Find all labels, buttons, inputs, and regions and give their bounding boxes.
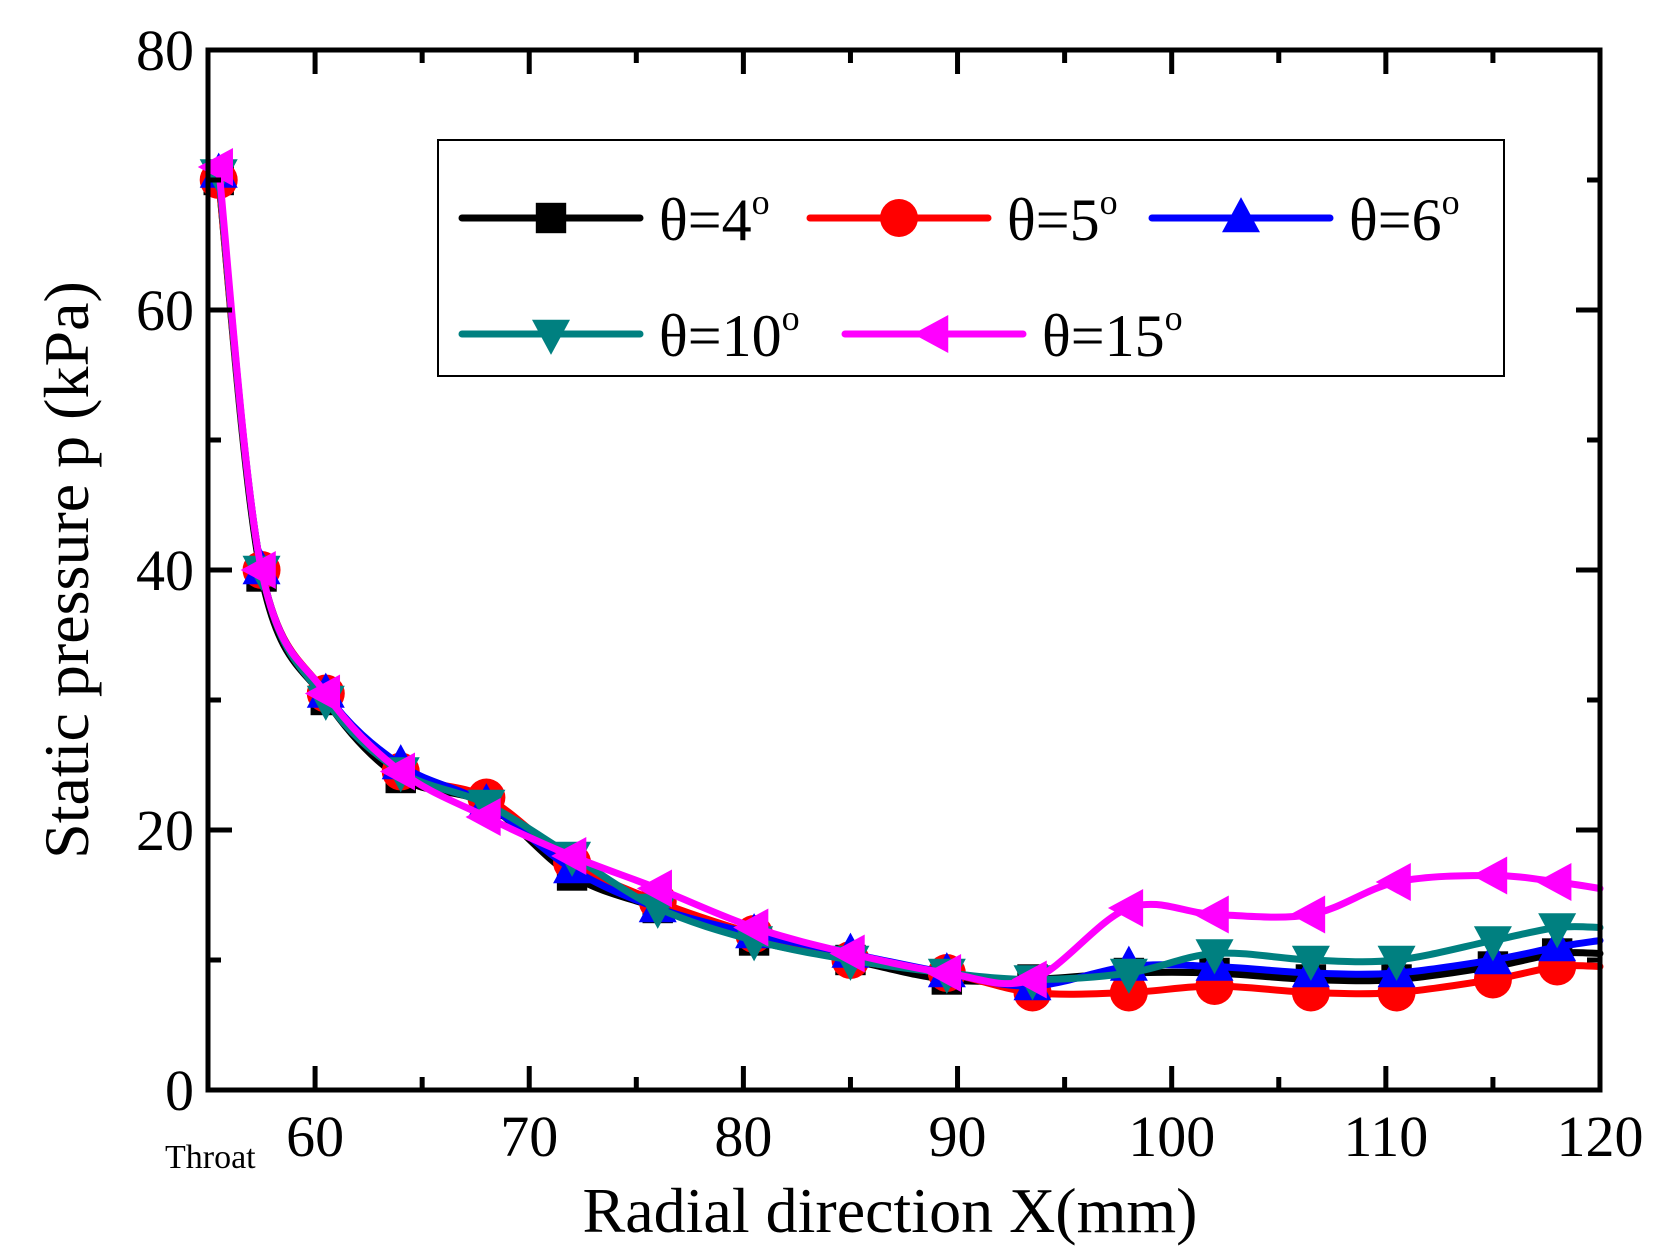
data-point-4-0 bbox=[197, 148, 233, 186]
series-4 bbox=[197, 148, 1604, 999]
data-point-4-3 bbox=[379, 752, 415, 791]
legend-marker-2 bbox=[1222, 197, 1260, 233]
series-layer bbox=[197, 148, 1604, 1012]
legend-entry-3: θ=10o bbox=[458, 298, 800, 369]
data-point-4-4 bbox=[465, 798, 501, 836]
x-tick-label-70: 70 bbox=[500, 1104, 558, 1169]
legend-marker-0 bbox=[535, 202, 567, 234]
legend-entry-4: θ=15o bbox=[841, 298, 1183, 369]
legend-entry-1: θ=5o bbox=[806, 182, 1118, 253]
data-point-3-12 bbox=[1195, 939, 1234, 975]
data-point-3-14 bbox=[1377, 945, 1416, 981]
data-point-4-10 bbox=[1011, 960, 1047, 999]
x-tick-label-110: 110 bbox=[1343, 1104, 1428, 1169]
x-axis-title: Radial direction X(mm) bbox=[583, 1175, 1198, 1246]
legend-label-1: θ=5o bbox=[1007, 182, 1118, 253]
data-point-4-15 bbox=[1472, 856, 1508, 895]
data-point-4-12 bbox=[1193, 895, 1229, 934]
legend-box bbox=[437, 139, 1505, 377]
legend-label-4: θ=15o bbox=[1042, 298, 1183, 369]
legend-label-2: θ=6o bbox=[1349, 182, 1460, 253]
legend-marker-1 bbox=[880, 199, 918, 237]
data-point-4-5 bbox=[551, 837, 587, 875]
y-tick-label-60: 60 bbox=[136, 278, 194, 343]
data-point-4-1 bbox=[240, 551, 276, 589]
y-tick-label-40: 40 bbox=[136, 538, 194, 603]
data-point-4-13 bbox=[1289, 895, 1326, 934]
y-axis-title: Static pressure p (kPa) bbox=[31, 281, 102, 859]
data-point-3-15 bbox=[1473, 926, 1512, 962]
data-point-4-14 bbox=[1375, 863, 1411, 901]
legend-degree-3: o bbox=[782, 298, 800, 338]
data-point-3-16 bbox=[1538, 913, 1577, 949]
legend-entry-0: θ=4o bbox=[458, 182, 770, 253]
x-tick-label-60: 60 bbox=[286, 1104, 344, 1169]
data-point-4-16 bbox=[1536, 863, 1572, 901]
legend-entry-2: θ=6o bbox=[1148, 182, 1460, 253]
tick-layer: 60 70 80 90 100 110 120 0 20 40 60 80 bbox=[136, 18, 1644, 1169]
legend-degree-2: o bbox=[1442, 182, 1460, 222]
data-point-3-11 bbox=[1109, 958, 1148, 994]
legend-marker-3 bbox=[532, 319, 570, 355]
x-tick-label-100: 100 bbox=[1128, 1104, 1215, 1169]
data-point-4-9 bbox=[925, 954, 962, 992]
legend-degree-0: o bbox=[752, 182, 770, 222]
x-tick-label-80: 80 bbox=[714, 1104, 772, 1169]
y-tick-label-20: 20 bbox=[136, 798, 194, 863]
x-tick-label-90: 90 bbox=[929, 1104, 987, 1169]
x-tick-label-120: 120 bbox=[1557, 1104, 1644, 1169]
data-point-4-6 bbox=[636, 869, 672, 908]
legend-degree-1: o bbox=[1100, 182, 1118, 222]
throat-label: Throat bbox=[165, 1139, 256, 1176]
legend-label-3: θ=10o bbox=[659, 298, 800, 369]
y-tick-label-0: 0 bbox=[165, 1058, 194, 1123]
data-point-3-13 bbox=[1291, 945, 1330, 981]
data-point-4-11 bbox=[1107, 889, 1144, 927]
data-point-4-7 bbox=[733, 908, 769, 947]
data-point-4-2 bbox=[304, 674, 341, 713]
legend: θ=4o θ=5o θ=6o θ=10o θ=15o bbox=[437, 139, 1505, 377]
legend-label-0: θ=4o bbox=[659, 182, 770, 253]
data-point-4-8 bbox=[829, 934, 865, 973]
y-tick-label-80: 80 bbox=[136, 18, 194, 83]
legend-degree-4: o bbox=[1165, 298, 1183, 338]
legend-marker-4 bbox=[913, 315, 949, 353]
